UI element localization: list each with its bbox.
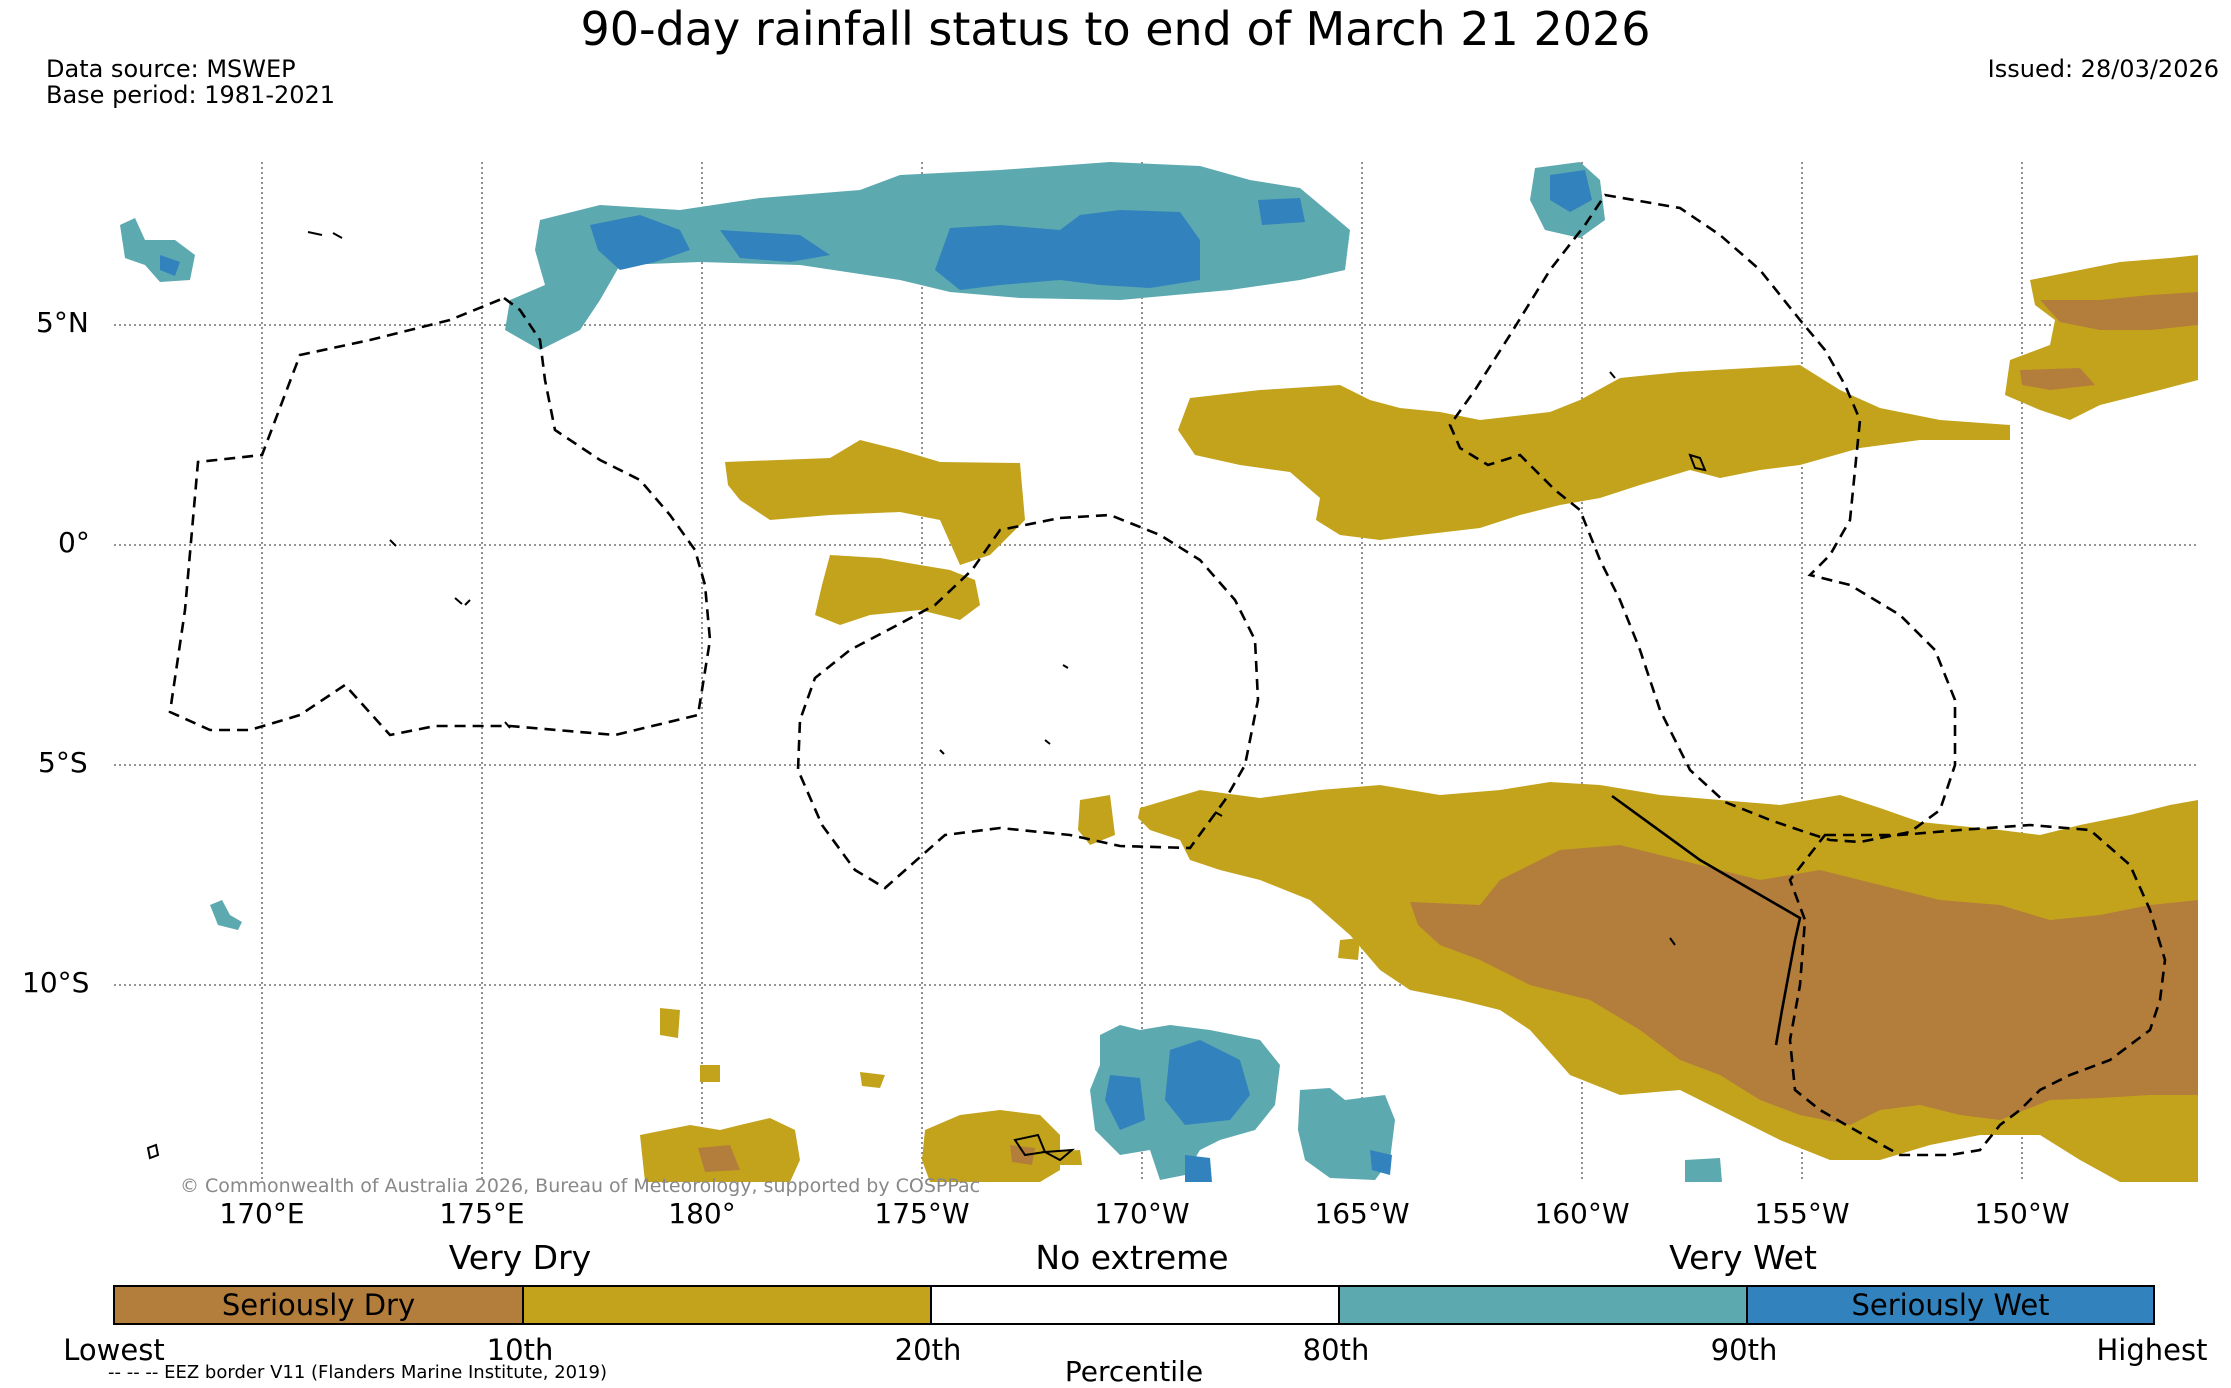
data-source: Data source: MSWEP bbox=[46, 55, 296, 83]
legend-seriously-dry-label: Seriously Dry bbox=[221, 1288, 416, 1322]
legend-very-wet-heading: Very Wet bbox=[1669, 1238, 1817, 1277]
lon-label-170e: 170°E bbox=[219, 1197, 305, 1230]
lon-label-175w: 175°W bbox=[874, 1197, 970, 1230]
lon-label-165w: 165°W bbox=[1314, 1197, 1410, 1230]
legend-tick-90th: 90th bbox=[1710, 1333, 1778, 1367]
legend-tick-20th: 20th bbox=[894, 1333, 962, 1367]
legend-bin-very-wet bbox=[1338, 1285, 1746, 1325]
legend-bin-no-extreme bbox=[930, 1285, 1338, 1325]
issued-date: Issued: 28/03/2026 bbox=[1987, 55, 2219, 83]
eez-borders bbox=[168, 193, 2167, 1157]
islands bbox=[146, 231, 1707, 1162]
base-period: Base period: 1981-2021 bbox=[46, 81, 336, 109]
lon-label-180: 180° bbox=[668, 1197, 736, 1230]
legend-tick-80th: 80th bbox=[1302, 1333, 1370, 1367]
very-wet-region-north bbox=[120, 162, 1722, 1182]
legend-very-dry-heading: Very Dry bbox=[448, 1238, 592, 1277]
seriously-wet-region bbox=[160, 170, 1592, 1182]
legend-tick-10th: 10th bbox=[486, 1333, 554, 1367]
lat-label-5s: 5°S bbox=[38, 746, 88, 779]
lon-label-160w: 160°W bbox=[1534, 1197, 1630, 1230]
lon-label-175e: 175°E bbox=[439, 1197, 525, 1230]
lat-label-0: 0° bbox=[58, 526, 90, 559]
legend-seriously-wet-label: Seriously Wet bbox=[1851, 1288, 2050, 1322]
solid-boundary-line bbox=[1611, 794, 1802, 1046]
seriously-dry-region bbox=[698, 292, 2198, 1172]
lat-label-10s: 10°S bbox=[22, 966, 90, 999]
legend-tick-highest: Highest bbox=[2096, 1333, 2208, 1367]
legend-axis-label: Percentile bbox=[1064, 1355, 1204, 1388]
legend-tick-lowest: Lowest bbox=[63, 1333, 165, 1367]
lon-label-170w: 170°W bbox=[1094, 1197, 1190, 1230]
copyright-text: © Commonwealth of Australia 2026, Bureau… bbox=[180, 1175, 980, 1197]
map-title: 90-day rainfall status to end of March 2… bbox=[580, 2, 1651, 56]
graticule bbox=[114, 162, 2198, 1182]
legend-bin-seriously-wet: Seriously Wet bbox=[1746, 1285, 2155, 1325]
legend-no-extreme-heading: No extreme bbox=[1035, 1238, 1229, 1277]
lon-label-150w: 150°W bbox=[1974, 1197, 2070, 1230]
lon-label-155w: 155°W bbox=[1754, 1197, 1850, 1230]
lat-label-5n: 5°N bbox=[36, 306, 89, 339]
eez-note: -- -- -- EEZ border V11 (Flanders Marine… bbox=[108, 1362, 608, 1383]
legend-bin-seriously-dry: Seriously Dry bbox=[113, 1285, 522, 1325]
legend-bin-very-dry bbox=[522, 1285, 930, 1325]
